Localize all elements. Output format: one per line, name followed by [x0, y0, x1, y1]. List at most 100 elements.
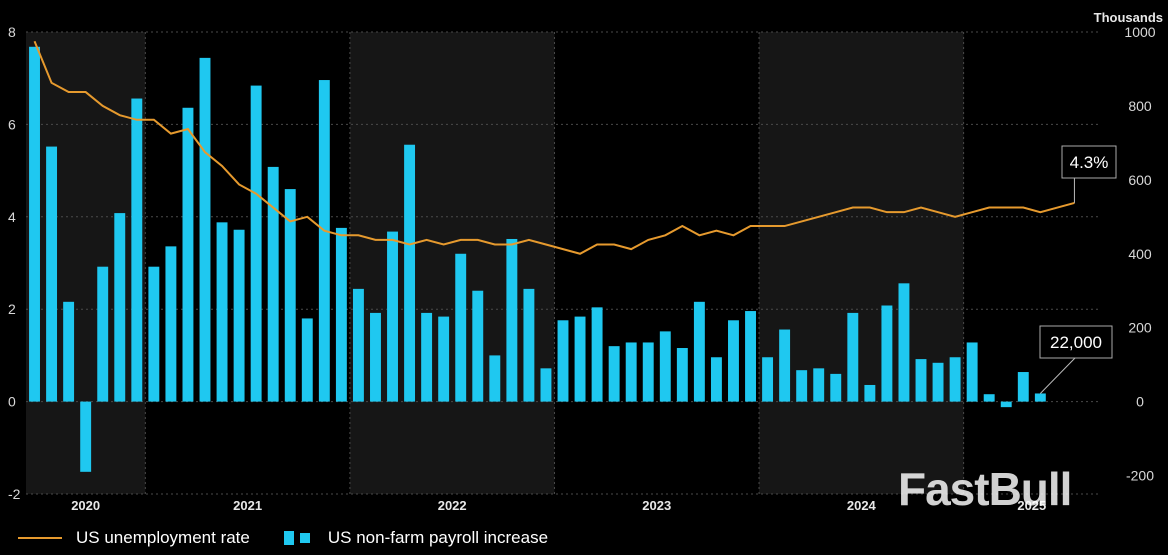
left-axis-tick: -2: [8, 486, 21, 502]
payroll-bar: [489, 355, 501, 402]
payroll-bar: [404, 144, 416, 402]
payroll-bar: [1017, 372, 1029, 402]
x-axis-tick: 2025: [1017, 498, 1046, 513]
payroll-bar: [796, 370, 808, 402]
payroll-bar: [318, 80, 330, 402]
payroll-bar: [574, 316, 586, 402]
unemployment-line: [33, 40, 1075, 255]
x-axis-tick: 2023: [642, 498, 671, 513]
payroll-bar: [557, 320, 569, 402]
x-axis-tick: 2020: [71, 498, 100, 513]
right-axis-tick: -200: [1126, 468, 1154, 484]
payroll-bar: [898, 283, 910, 402]
payroll-bar: [847, 312, 859, 402]
left-axis-tick: 0: [8, 394, 16, 410]
payroll-bar: [608, 346, 620, 402]
legend-bar-swatch-small: [299, 533, 310, 543]
payroll-bar: [438, 316, 450, 402]
legend-label-payroll: US non-farm payroll increase: [327, 528, 549, 547]
payroll-bar: [63, 301, 75, 402]
payroll-bar: [779, 329, 791, 402]
payroll-bar: [506, 238, 518, 402]
legend: US unemployment rate US non-farm payroll…: [18, 528, 582, 548]
left-axis-tick: 6: [8, 116, 16, 132]
callout-payroll-label: 22,000: [1050, 333, 1102, 352]
year-shade-2024: [759, 32, 964, 494]
payroll-bar: [676, 348, 688, 402]
payroll-bar: [881, 305, 893, 402]
callout-unemployment-label: 4.3%: [1070, 153, 1109, 172]
payroll-bar: [983, 394, 995, 402]
left-axis-tick: 2: [8, 301, 16, 317]
x-axis-tick: 2024: [847, 498, 877, 513]
payroll-bar: [966, 342, 978, 402]
payroll-bar: [523, 288, 535, 402]
payroll-bar: [540, 368, 552, 402]
payroll-bar: [335, 227, 347, 402]
payroll-bar: [745, 311, 756, 402]
right-axis-tick: 400: [1128, 246, 1152, 262]
payroll-bar: [370, 312, 381, 402]
payroll-bar: [267, 166, 279, 402]
payroll-bar: [642, 342, 654, 402]
payroll-bar: [1034, 393, 1046, 402]
legend-item-unemployment[interactable]: US unemployment rate: [18, 528, 250, 548]
unemployment-line-path: [33, 40, 1075, 255]
annotations: 4.3% 22,000: [1039, 145, 1117, 394]
callout-box: [1061, 145, 1117, 179]
right-axis-tick: 1000: [1124, 24, 1155, 40]
right-axis-tick: 200: [1128, 320, 1152, 336]
right-axis-tick: 600: [1128, 172, 1152, 188]
payroll-bar: [97, 266, 109, 402]
payroll-bar: [472, 290, 484, 402]
payroll-bar: [131, 98, 143, 402]
payroll-bar: [1000, 401, 1012, 408]
left-axis-tick: 4: [8, 209, 16, 225]
payroll-bar: [233, 229, 245, 402]
payroll-bar: [284, 189, 296, 402]
right-axis-tick: 800: [1128, 98, 1152, 114]
x-axis-tick: 2021: [233, 498, 262, 513]
payroll-bar: [182, 107, 194, 402]
legend-item-payroll[interactable]: US non-farm payroll increase: [283, 528, 549, 548]
year-shade-2022: [349, 32, 555, 494]
watermark-logo: FastBull: [898, 463, 1072, 515]
x-axis-tick: 2022: [438, 498, 467, 513]
payroll-bar: [813, 368, 825, 402]
callout-leader: [1039, 357, 1076, 394]
payroll-bar: [352, 288, 364, 402]
right-axis-tick: 0: [1136, 394, 1144, 410]
left-axis-tick: 8: [8, 24, 16, 40]
payroll-bars: [29, 46, 1046, 472]
payroll-bar: [114, 213, 126, 402]
year-shading: [26, 32, 964, 494]
payroll-bar: [421, 312, 433, 402]
payroll-bar: [199, 57, 211, 402]
right-axis-unit-label: Thousands: [1094, 10, 1163, 25]
payroll-bar: [216, 222, 228, 402]
grid: [26, 31, 1100, 495]
payroll-bar: [693, 301, 705, 402]
axes: 8 6 4 2 0 -2 1000 800 600 400 200 0 -200 Thousands 202…: [8, 10, 1163, 513]
payroll-bar: [250, 85, 262, 402]
payroll-bar: [830, 373, 842, 402]
payroll-bar: [80, 401, 92, 472]
payroll-bar: [932, 362, 944, 402]
payroll-bar: [455, 253, 467, 402]
legend-bar-swatch: [283, 531, 294, 545]
callout-box: [1039, 325, 1113, 359]
payroll-bar: [915, 359, 927, 402]
payroll-bar: [659, 331, 671, 402]
payroll-bar: [148, 266, 160, 402]
payroll-bar: [728, 320, 739, 402]
payroll-bar: [387, 231, 398, 402]
payroll-bar: [591, 307, 603, 402]
legend-line-swatch: [18, 537, 62, 539]
payroll-bar: [301, 318, 313, 402]
payroll-bar: [949, 357, 961, 402]
payroll-bar: [29, 46, 40, 402]
payroll-bar: [165, 246, 177, 402]
payroll-bar: [625, 342, 637, 402]
payroll-bar: [762, 357, 774, 402]
